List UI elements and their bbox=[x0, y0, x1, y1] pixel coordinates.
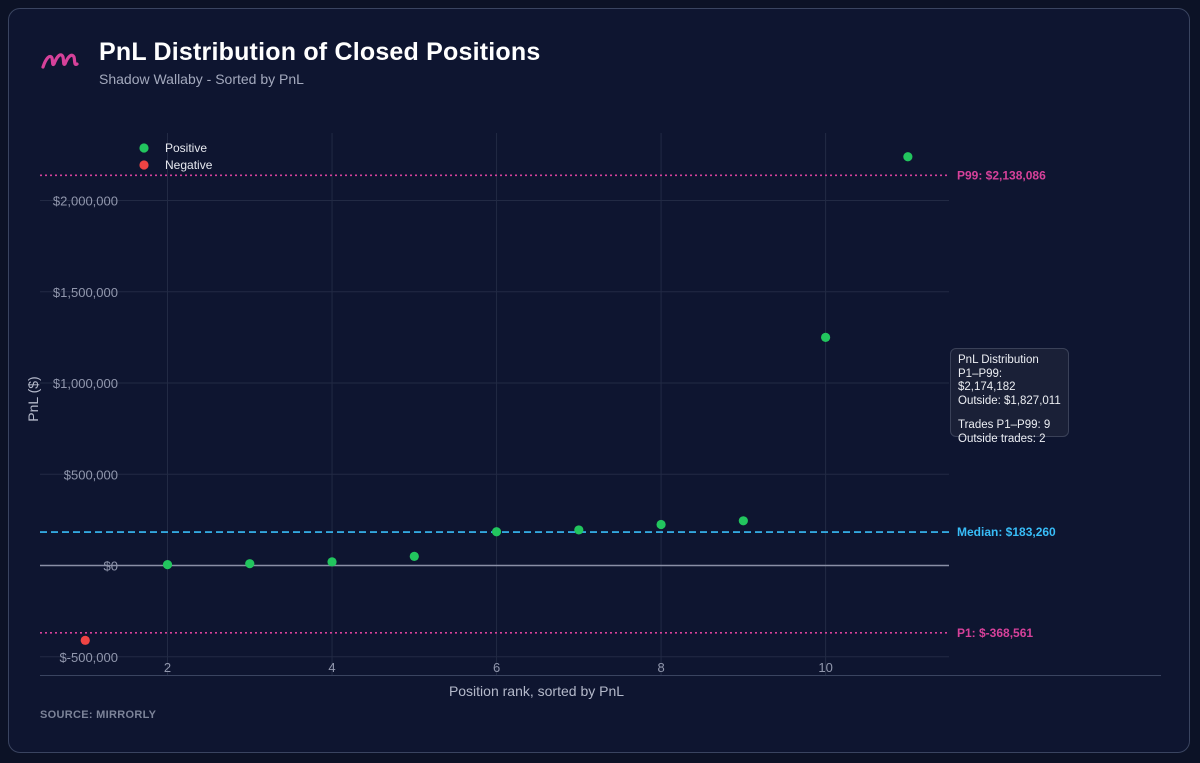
positive-point bbox=[491, 527, 502, 537]
data-points bbox=[80, 152, 913, 645]
legend: Positive Negative bbox=[139, 141, 213, 172]
infobox-p1-p99: P1–P99: $2,174,182 bbox=[958, 367, 1016, 394]
x-tick-label: 6 bbox=[493, 660, 500, 675]
infobox-title: PnL Distribution bbox=[958, 354, 1039, 366]
p1-label: P1: $-368,561 bbox=[957, 626, 1033, 640]
y-tick-label: $1,000,000 bbox=[53, 376, 118, 391]
legend-negative-label: Negative bbox=[165, 158, 213, 172]
legend-positive-marker bbox=[139, 143, 149, 153]
y-axis-title: PnL ($) bbox=[25, 376, 41, 421]
positive-point bbox=[162, 559, 173, 570]
axes: $-500,000 $0 $500,000 $1,000,000 $1,500,000 $… bbox=[25, 194, 833, 699]
legend-negative-marker bbox=[139, 160, 149, 170]
reference-lines: P99: $2,138,086 Median: $183,260 P1: $-368… bbox=[40, 168, 1056, 640]
positive-point bbox=[574, 525, 584, 535]
infobox-outside-trades: Outside trades: 2 bbox=[958, 432, 1046, 445]
negative-point bbox=[80, 635, 90, 645]
p99-label: P99: $2,138,086 bbox=[957, 168, 1046, 182]
chart-title: PnL Distribution of Closed Positions bbox=[99, 38, 541, 66]
x-axis-baseline bbox=[40, 675, 1161, 676]
x-tick-label: 2 bbox=[164, 660, 171, 675]
y-tick-label: $500,000 bbox=[64, 467, 118, 482]
x-tick-label: 10 bbox=[818, 660, 832, 675]
pnl-distribution-infobox: PnL Distribution P1–P99: $2,174,182 Outs… bbox=[950, 348, 1069, 445]
grid bbox=[40, 133, 949, 675]
positive-point bbox=[738, 516, 748, 526]
y-tick-label: $-500,000 bbox=[59, 650, 118, 665]
positive-point bbox=[903, 152, 913, 162]
chart-subtitle: Shadow Wallaby - Sorted by PnL bbox=[99, 71, 304, 87]
positive-point bbox=[327, 557, 337, 567]
mirrorly-logo-icon bbox=[41, 53, 79, 69]
x-tick-label: 8 bbox=[657, 660, 664, 675]
legend-positive-label: Positive bbox=[165, 141, 207, 155]
infobox-trades-p1-p99: Trades P1–P99: 9 bbox=[958, 419, 1051, 431]
y-tick-label: $2,000,000 bbox=[53, 194, 118, 209]
x-axis-title: Position rank, sorted by PnL bbox=[449, 683, 624, 699]
x-tick-label: 4 bbox=[328, 660, 335, 675]
positive-point bbox=[821, 332, 831, 342]
y-tick-label: $1,500,000 bbox=[53, 285, 118, 300]
source-note: SOURCE: MIRRORLY bbox=[40, 709, 157, 721]
positive-point bbox=[409, 551, 419, 561]
infobox-outside: Outside: $1,827,011 bbox=[958, 394, 1061, 407]
positive-point bbox=[245, 559, 255, 569]
median-label: Median: $183,260 bbox=[957, 525, 1056, 539]
y-tick-label: $0 bbox=[104, 559, 118, 574]
positive-point bbox=[656, 519, 666, 530]
